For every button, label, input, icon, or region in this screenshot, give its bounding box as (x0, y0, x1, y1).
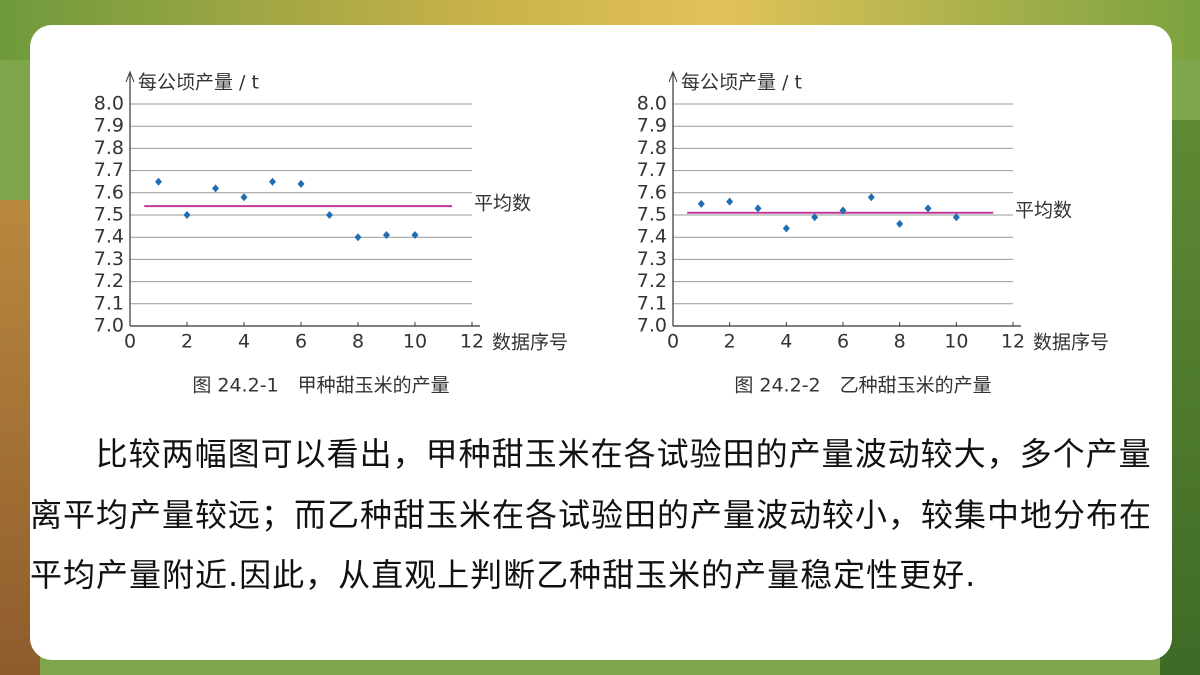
y-tick-label: 7.0 (637, 315, 667, 337)
x-axis-label: 数据序号 (1033, 332, 1109, 354)
y-tick-label: 7.8 (94, 137, 124, 159)
y-tick-label: 7.5 (94, 204, 124, 226)
data-point (269, 177, 276, 186)
data-point (924, 204, 932, 213)
y-tick-label: 7.8 (637, 137, 667, 159)
y-tick-label: 7.6 (637, 181, 667, 203)
data-point (896, 219, 904, 228)
x-tick-label: 10 (944, 331, 968, 353)
x-axis-label: 数据序号 (492, 332, 568, 354)
y-tick-label: 7.4 (94, 226, 124, 248)
data-point (697, 199, 705, 208)
mean-label: 平均数 (474, 193, 531, 215)
x-tick-label: 0 (667, 331, 679, 353)
y-tick-label: 7.9 (637, 115, 667, 137)
content-panel (30, 25, 1172, 660)
data-point (326, 211, 333, 219)
y-axis-arrow (668, 70, 678, 83)
x-tick-label: 12 (460, 331, 484, 353)
y-tick-label: 8.0 (637, 93, 667, 115)
chart-caption: 图 24.2-2 乙种甜玉米的产量 (734, 375, 991, 397)
y-tick-label: 7.5 (637, 204, 667, 226)
x-tick-label: 4 (238, 331, 250, 353)
y-axis-label: 每公顷产量 / t (138, 72, 259, 94)
data-point (240, 193, 248, 202)
y-axis-label: 每公顷产量 / t (681, 72, 802, 94)
x-tick-label: 8 (352, 331, 364, 353)
data-point (782, 224, 790, 233)
data-point (354, 233, 362, 242)
y-tick-label: 8.0 (94, 93, 124, 115)
x-tick-label: 6 (837, 331, 849, 353)
data-point (867, 193, 875, 202)
data-point (212, 184, 219, 193)
y-tick-label: 7.3 (94, 248, 124, 270)
x-tick-label: 6 (295, 331, 307, 353)
y-tick-label: 7.1 (94, 292, 124, 314)
y-tick-label: 7.7 (637, 159, 667, 181)
y-tick-label: 7.2 (637, 270, 667, 292)
x-tick-label: 8 (894, 331, 906, 353)
y-tick-label: 7.9 (94, 115, 124, 137)
y-tick-label: 7.1 (637, 292, 667, 314)
chart-caption: 图 24.2-1 甲种甜玉米的产量 (192, 375, 449, 397)
y-tick-label: 7.2 (94, 270, 124, 292)
data-point (411, 230, 419, 239)
data-point (297, 179, 305, 188)
data-point (839, 206, 847, 215)
data-point (383, 230, 390, 239)
mean-label: 平均数 (1015, 199, 1072, 221)
x-tick-label: 0 (124, 331, 136, 353)
data-point (183, 211, 191, 219)
y-tick-label: 7.4 (637, 226, 667, 248)
y-tick-label: 7.3 (637, 248, 667, 270)
y-tick-label: 7.6 (94, 181, 124, 203)
data-point (754, 204, 762, 213)
paragraph: 比较两幅图可以看出，甲种甜玉米在各试验田的产量波动较大，多个产量离平均产量较远；… (30, 435, 1153, 594)
data-point (811, 213, 819, 222)
y-tick-label: 7.0 (94, 315, 124, 337)
data-point (952, 213, 960, 222)
data-point (726, 197, 734, 206)
y-tick-label: 7.7 (94, 159, 124, 181)
y-axis-arrow (125, 70, 135, 83)
data-point (155, 177, 162, 186)
x-tick-label: 10 (403, 331, 427, 353)
x-tick-label: 2 (181, 331, 193, 353)
x-tick-label: 4 (780, 331, 792, 353)
x-tick-label: 12 (1001, 331, 1025, 353)
x-tick-label: 2 (724, 331, 736, 353)
